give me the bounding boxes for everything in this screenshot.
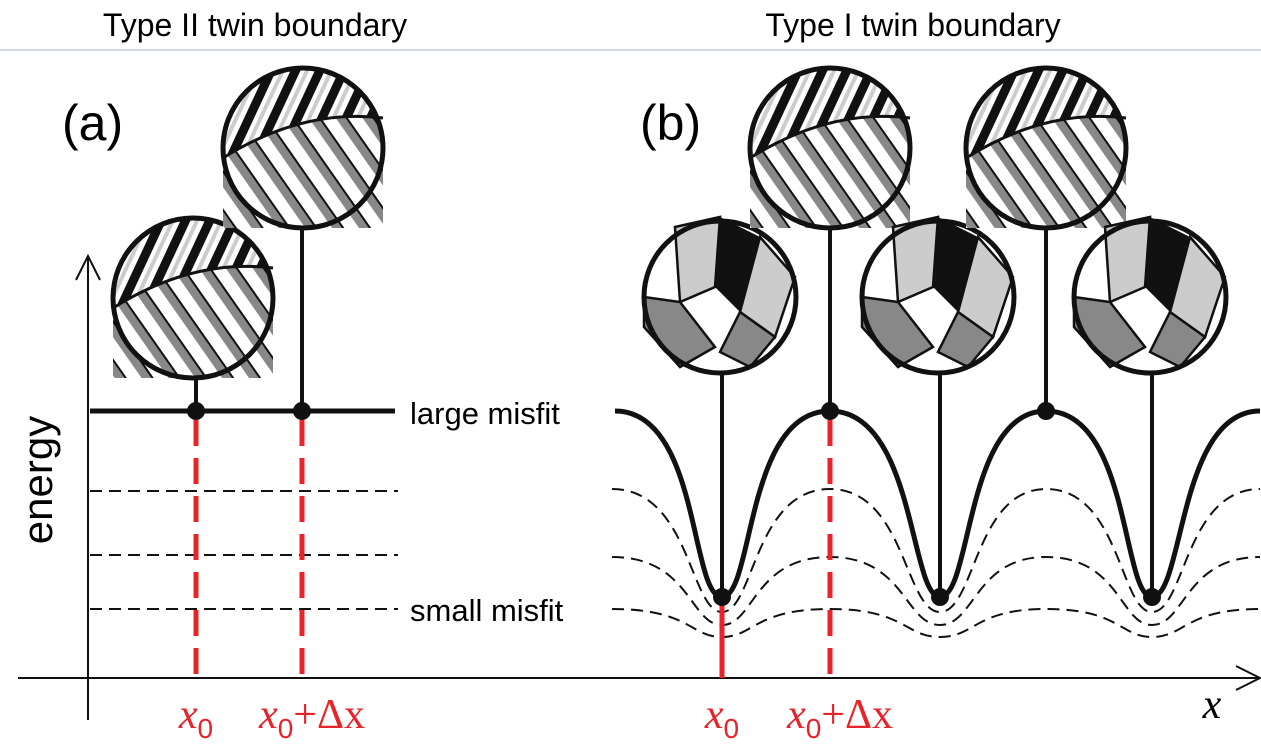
y-axis-label: energy <box>14 416 61 544</box>
rest: +Δx <box>821 692 893 738</box>
level-label: small misfit <box>410 593 564 628</box>
dots <box>713 402 1161 606</box>
var: x <box>178 692 198 738</box>
x0-dx-label: x0+Δx <box>258 692 365 744</box>
micrograph <box>644 217 796 373</box>
micrograph <box>113 218 273 378</box>
levels-a <box>90 411 398 609</box>
sub: 0 <box>278 713 294 744</box>
position-markers <box>196 420 302 678</box>
sub: 0 <box>724 713 740 744</box>
rest: +Δx <box>293 692 365 738</box>
var: x <box>258 692 278 738</box>
micrograph <box>223 68 383 228</box>
diagram: Type II twin boundary Type I twin bounda… <box>0 0 1261 745</box>
micrograph <box>750 68 910 228</box>
x0-dx-label: x0+Δx <box>786 692 893 744</box>
right-title: Type I twin boundary <box>765 7 1060 43</box>
micrograph <box>1074 217 1226 373</box>
x-axis-label: x <box>1202 682 1222 728</box>
var: x <box>786 692 806 738</box>
panel-label: (b) <box>640 95 701 151</box>
level-label: large misfit <box>410 396 560 431</box>
sub: 0 <box>198 713 214 744</box>
panel-label: (a) <box>62 95 123 151</box>
x0-label: x0 <box>178 692 213 744</box>
micrograph <box>862 217 1014 373</box>
sub: 0 <box>806 713 822 744</box>
x0-label: x0 <box>704 692 739 744</box>
var: x <box>704 692 724 738</box>
micrograph <box>966 68 1126 228</box>
left-title: Type II twin boundary <box>103 7 407 43</box>
